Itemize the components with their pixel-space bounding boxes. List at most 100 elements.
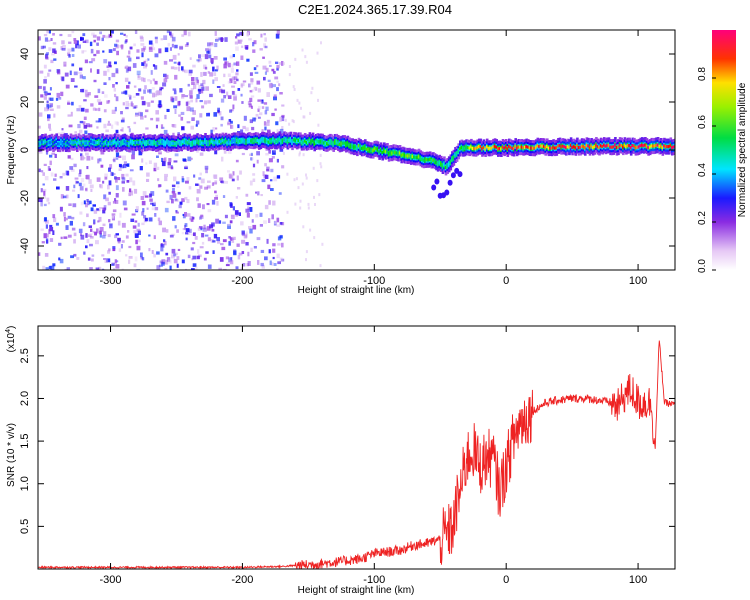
noise-speckle [77, 44, 81, 49]
noise-speckle [214, 43, 218, 48]
noise-speckle [161, 161, 166, 167]
ridge-cell [220, 140, 223, 144]
noise-speckle [67, 234, 72, 238]
snr-scale-prefix: (x10 [6, 332, 17, 352]
noise-speckle [140, 256, 143, 260]
noise-speckle [115, 68, 119, 73]
noise-speckle [70, 168, 75, 172]
ridge-cell [523, 145, 527, 149]
ridge-cell [112, 140, 115, 144]
noise-speckle [117, 220, 121, 226]
x-tick-label: 100 [629, 574, 647, 586]
ridge-cell [161, 140, 164, 144]
noise-speckle [47, 92, 51, 96]
ridge-cell [359, 145, 362, 149]
noise-speckle [85, 233, 88, 238]
noise-speckle [82, 183, 86, 187]
ridge-cell [390, 151, 394, 155]
noise-speckle [137, 76, 142, 80]
noise-speckle [182, 213, 185, 216]
ridge-cell [485, 145, 489, 149]
noise-speckle [144, 115, 147, 118]
noise-speckle [76, 257, 80, 260]
noise-speckle [273, 96, 277, 101]
noise-speckle [38, 85, 42, 89]
noise-speckle [222, 84, 225, 87]
noise-speckle [185, 228, 190, 232]
noise-speckle [279, 128, 284, 134]
noise-speckle [48, 168, 51, 171]
ridge-cell [607, 143, 611, 147]
noise-speckle [265, 153, 269, 156]
noise-speckle [38, 168, 41, 173]
noise-speckle [265, 106, 269, 111]
noise-speckle [115, 39, 120, 43]
ridge-cell [585, 143, 589, 147]
noise-speckle [73, 163, 77, 168]
noise-speckle [53, 113, 56, 118]
noise-speckle [125, 65, 129, 69]
noise-speckle [207, 209, 212, 213]
noise-speckle [200, 227, 203, 231]
noise-speckle [276, 224, 281, 227]
noise-speckle [92, 34, 97, 38]
ridge-cell [50, 140, 54, 144]
noise-speckle [145, 63, 148, 67]
noise-speckle [238, 252, 243, 256]
noise-speckle [69, 220, 73, 226]
noise-speckle [235, 72, 239, 76]
noise-speckle [172, 216, 176, 221]
ridge-cell [604, 144, 608, 148]
noise-speckle [261, 106, 265, 109]
noise-speckle [184, 165, 188, 168]
noise-speckle [171, 184, 176, 188]
noise-speckle [83, 251, 86, 255]
noise-speckle [104, 173, 108, 177]
noise-speckle [245, 46, 248, 50]
noise-speckle [128, 128, 131, 133]
noise-speckle [49, 227, 54, 232]
noise-speckle [93, 209, 98, 214]
noise-speckle [296, 98, 299, 102]
noise-speckle [43, 96, 47, 100]
ridge-cell [533, 146, 536, 150]
ridge-tail [444, 189, 450, 196]
ridge-cell [626, 144, 630, 148]
noise-speckle [115, 82, 118, 85]
ridge-cell [492, 145, 495, 149]
noise-speckle [231, 90, 235, 95]
noise-speckle [161, 259, 166, 264]
noise-speckle [204, 165, 209, 170]
noise-speckle [204, 234, 209, 237]
noise-speckle [50, 38, 53, 41]
noise-speckle [200, 88, 204, 94]
noise-speckle [209, 42, 213, 46]
noise-speckle [155, 166, 160, 170]
noise-speckle [93, 79, 97, 83]
noise-speckle [115, 178, 118, 183]
noise-speckle [94, 232, 97, 236]
noise-speckle [155, 39, 158, 44]
noise-speckle [255, 191, 257, 194]
noise-speckle [70, 255, 74, 259]
ridge-cell [115, 142, 119, 146]
noise-speckle [251, 89, 255, 92]
noise-speckle [145, 109, 149, 113]
ridge-cell [77, 139, 81, 143]
ridge-cell [264, 138, 267, 143]
noise-speckle [67, 102, 71, 105]
ridge-cell [427, 158, 430, 162]
noise-speckle [314, 203, 316, 206]
noise-speckle [299, 199, 302, 203]
noise-speckle [197, 203, 201, 208]
ridge-cell [558, 144, 562, 148]
ridge-cell [292, 138, 296, 142]
noise-speckle [79, 211, 83, 215]
ridge-cell [402, 153, 405, 157]
noise-speckle [163, 35, 168, 40]
noise-speckle [247, 100, 251, 105]
noise-speckle [93, 222, 96, 225]
ridge-cell [58, 142, 62, 146]
noise-speckle [83, 116, 87, 120]
colorbar-tick-label: 0.0 [697, 259, 708, 273]
